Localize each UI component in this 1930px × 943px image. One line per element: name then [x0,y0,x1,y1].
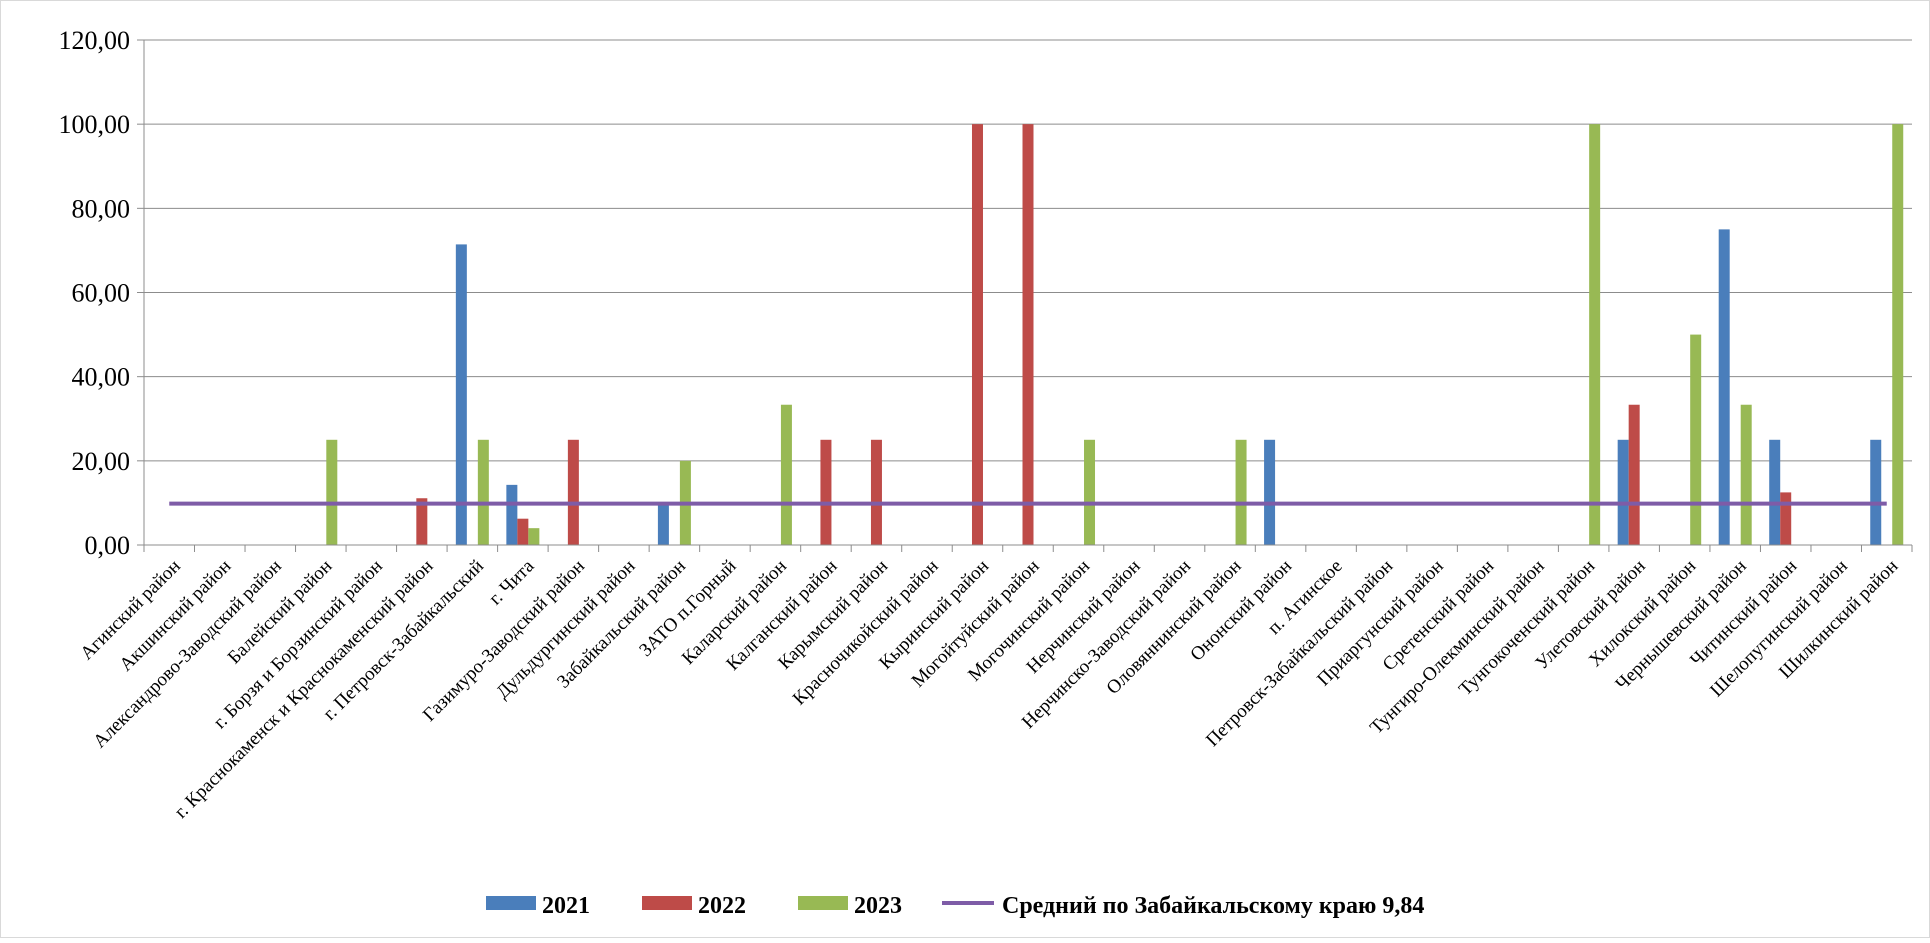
legend-label-2022: 2022 [698,893,746,919]
bar-2023 [477,439,489,545]
bar-2022 [1022,124,1034,546]
bar-2021 [657,502,669,545]
bar-2023 [528,528,540,545]
bar-2022 [567,439,579,545]
bar-2022 [517,518,529,545]
bar-2022 [820,439,832,545]
legend-swatch-2021 [486,896,536,910]
y-tick-label: 120,00 [59,26,131,55]
bar-2022 [416,498,428,545]
y-tick-label: 20,00 [72,447,131,476]
bar-2022 [870,439,882,545]
bar-2023 [780,404,792,545]
legend-swatch-2023 [798,896,848,910]
bar-2023 [1690,334,1702,545]
bar-2021 [1264,439,1276,545]
y-tick-label: 40,00 [72,363,131,392]
y-tick-labels: 0,00 20,00 40,00 60,00 80,00 100,00 120,00 [59,26,131,560]
bar-2021 [1870,439,1882,545]
y-tick-label: 60,00 [72,279,131,308]
bar-2023 [1084,439,1096,545]
bar-2023 [326,439,338,545]
legend-swatch-2022 [642,896,692,910]
legend-label-2021: 2021 [542,893,590,919]
y-tick-label: 0,00 [85,531,131,560]
bar-2022 [1780,492,1792,545]
y-tick-label: 100,00 [59,110,131,139]
legend-label-average: Средний по Забайкальскому краю 9,84 [1002,893,1424,919]
bar-2022 [1628,404,1640,545]
axes [143,40,1913,552]
bars [326,124,1904,546]
bar-2023 [1589,124,1601,546]
bar-2021 [1769,439,1781,545]
bar-2021 [506,484,518,545]
bar-2021 [1617,439,1629,545]
bar-2023 [1892,124,1904,546]
legend: 2021 2022 2023 Средний по Забайкальскому кр… [486,893,1424,919]
bar-2022 [971,124,983,546]
bar-2021 [1718,229,1730,545]
bar-2021 [455,244,467,545]
y-tick-label: 80,00 [72,194,131,223]
bar-2023 [1235,439,1247,545]
legend-label-2023: 2023 [854,893,902,919]
bar-2023 [1740,404,1752,545]
